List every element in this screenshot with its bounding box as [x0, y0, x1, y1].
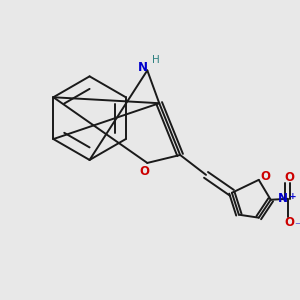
Text: O: O	[261, 170, 271, 183]
Text: N: N	[278, 192, 288, 205]
Text: O: O	[285, 216, 295, 229]
Text: +: +	[289, 192, 296, 201]
Text: H: H	[152, 56, 160, 65]
Text: N: N	[138, 61, 148, 74]
Text: ⁻: ⁻	[295, 222, 300, 232]
Text: O: O	[139, 165, 149, 178]
Text: O: O	[285, 171, 295, 184]
